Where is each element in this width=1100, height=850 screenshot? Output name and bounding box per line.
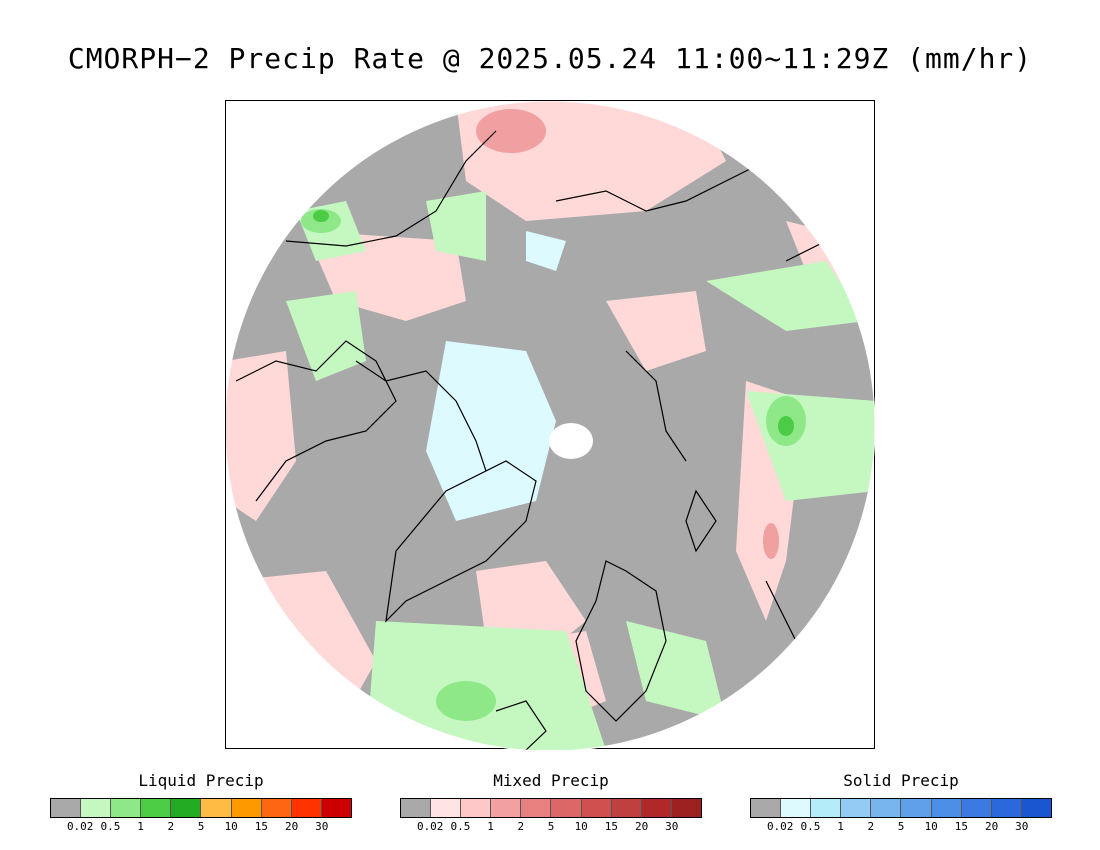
color-swatch <box>431 799 462 817</box>
color-swatch <box>581 799 612 817</box>
tick-label: 0.5 <box>800 820 821 833</box>
chart-title: CMORPH−2 Precip Rate @ 2025.05.24 11:00~… <box>67 42 1033 75</box>
color-swatch <box>141 799 172 817</box>
tick-label: 5 <box>897 820 905 833</box>
tick-label: 5 <box>197 820 205 833</box>
tick-label: 15 <box>604 820 619 833</box>
legend-title: Solid Precip <box>843 771 959 790</box>
tick-label: 2 <box>867 820 875 833</box>
tick-label: 10 <box>224 820 238 833</box>
color-swatch <box>401 799 432 817</box>
color-bar <box>400 798 702 818</box>
color-swatch <box>261 799 292 817</box>
coastlines <box>235 130 847 750</box>
solid-precip-layer <box>426 231 566 521</box>
tick-label: 0.02 <box>66 820 94 833</box>
pole-no-data <box>549 423 593 459</box>
color-swatch <box>1021 799 1051 817</box>
tick-label: 30 <box>315 820 329 833</box>
color-bar <box>50 798 352 818</box>
tick-label: 10 <box>924 820 938 833</box>
tick-labels: 0.02 0.5 1 2 5 10 15 20 30 <box>50 820 352 834</box>
color-swatch <box>961 799 992 817</box>
legend-title: Mixed Precip <box>493 771 609 790</box>
tick-label: 15 <box>954 820 969 833</box>
tick-label: 0.02 <box>766 820 794 833</box>
tick-label: 20 <box>984 820 999 833</box>
tick-label: 0.5 <box>450 820 471 833</box>
color-bar <box>750 798 1052 818</box>
color-swatch <box>991 799 1022 817</box>
color-swatch <box>291 799 322 817</box>
polar-map-canvas <box>226 101 876 750</box>
color-swatch <box>521 799 552 817</box>
tick-label: 2 <box>517 820 525 833</box>
color-swatch <box>641 799 672 817</box>
tick-label: 10 <box>574 820 588 833</box>
legend-mixed-precip: Mixed Precip 0.02 0.5 1 2 5 10 15 20 30 <box>400 770 702 834</box>
tick-label: 2 <box>167 820 175 833</box>
color-swatch <box>551 799 582 817</box>
tick-label: 30 <box>1015 820 1029 833</box>
tick-label: 20 <box>284 820 299 833</box>
color-swatch <box>491 799 522 817</box>
color-swatch <box>781 799 812 817</box>
tick-label: 1 <box>137 820 144 833</box>
mixed-precip-strong <box>476 109 779 559</box>
legend-solid-precip: Solid Precip 0.02 0.5 1 2 5 10 15 20 30 <box>750 770 1052 834</box>
tick-labels: 0.02 0.5 1 2 5 10 15 20 30 <box>400 820 702 834</box>
polar-map <box>225 100 876 750</box>
legend-liquid-precip: Liquid Precip 0.02 0.5 1 2 5 10 15 20 30 <box>50 770 352 834</box>
tick-label: 5 <box>547 820 555 833</box>
legend-title: Liquid Precip <box>138 771 264 790</box>
color-swatch <box>461 799 492 817</box>
tick-label: 30 <box>665 820 679 833</box>
color-swatch <box>841 799 872 817</box>
color-swatch <box>611 799 642 817</box>
tick-label: 20 <box>634 820 649 833</box>
color-swatch <box>931 799 962 817</box>
color-swatch <box>231 799 262 817</box>
color-swatch <box>201 799 232 817</box>
liquid-precip-layer <box>286 191 875 750</box>
color-swatch <box>901 799 932 817</box>
tick-label: 15 <box>254 820 269 833</box>
color-swatch <box>171 799 202 817</box>
tick-labels: 0.02 0.5 1 2 5 10 15 20 30 <box>750 820 1052 834</box>
color-swatch <box>81 799 112 817</box>
color-swatch <box>111 799 142 817</box>
tick-label: 0.5 <box>100 820 121 833</box>
color-swatch <box>751 799 782 817</box>
tick-label: 0.02 <box>416 820 444 833</box>
tick-label: 1 <box>837 820 844 833</box>
color-swatch <box>871 799 902 817</box>
tick-label: 1 <box>487 820 494 833</box>
liquid-precip-strong <box>313 210 794 436</box>
color-swatch <box>321 799 351 817</box>
color-swatch <box>51 799 82 817</box>
color-swatch <box>671 799 701 817</box>
color-swatch <box>811 799 842 817</box>
